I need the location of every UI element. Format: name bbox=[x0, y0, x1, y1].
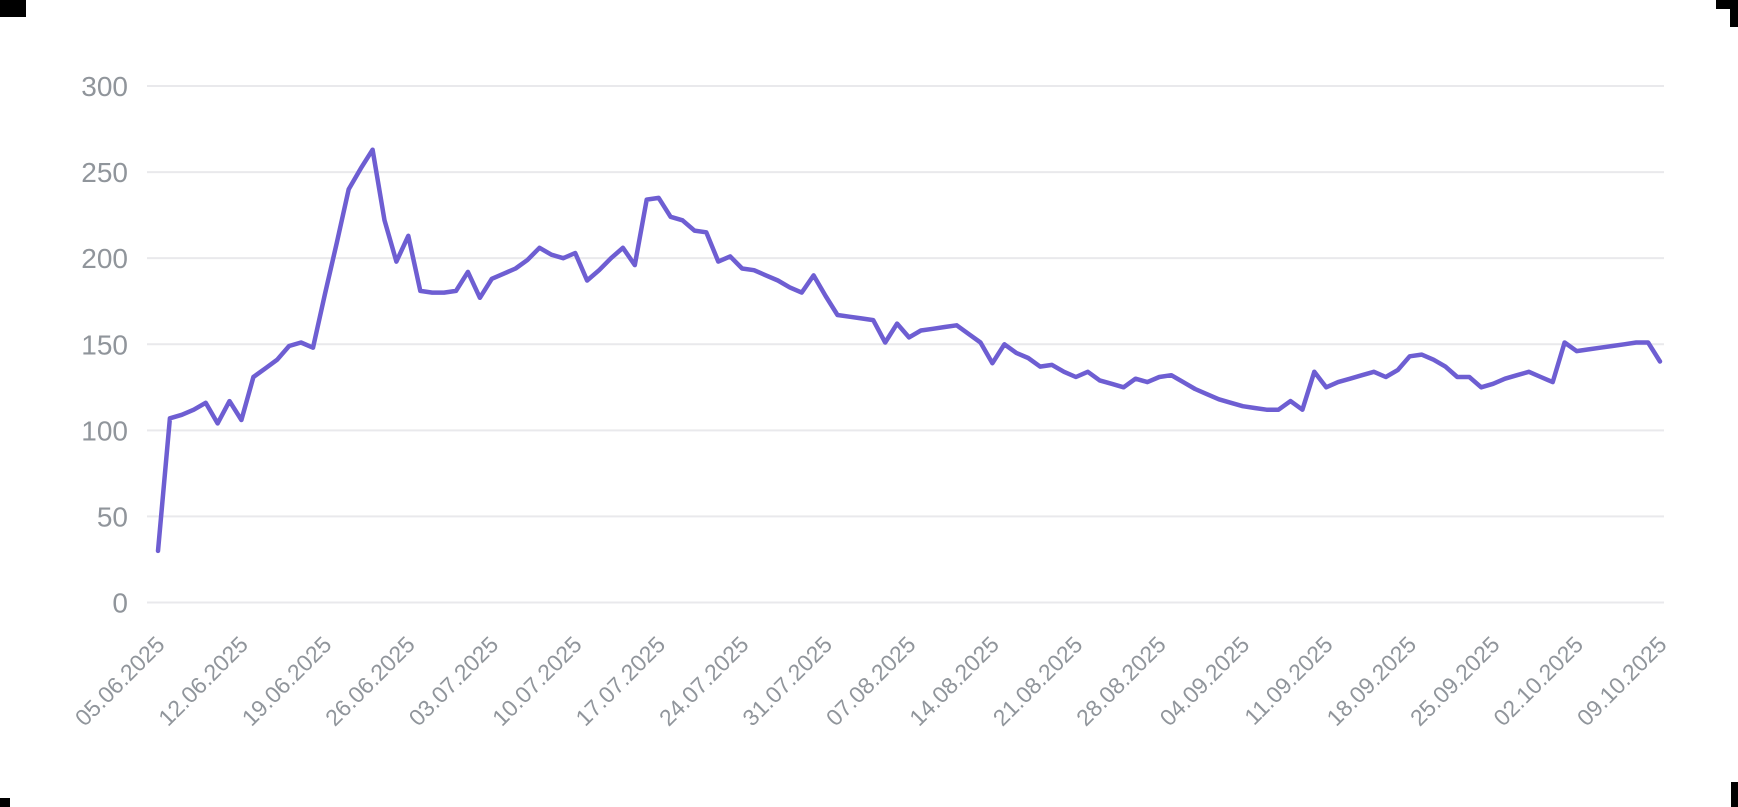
x-tick-label: 28.08.2025 bbox=[1071, 631, 1171, 731]
page-corner-mark-top-right-2 bbox=[1730, 0, 1738, 27]
x-tick-label: 04.09.2025 bbox=[1155, 631, 1255, 731]
y-tick-label: 0 bbox=[112, 588, 128, 619]
x-tick-label: 24.07.2025 bbox=[654, 631, 754, 731]
page-corner-mark-top-right bbox=[1716, 0, 1738, 9]
y-tick-label: 200 bbox=[81, 243, 128, 274]
x-tick-label: 03.07.2025 bbox=[404, 631, 504, 731]
page-corner-mark-bottom-right bbox=[1731, 782, 1738, 807]
x-tick-label: 09.10.2025 bbox=[1572, 631, 1672, 731]
y-tick-label: 300 bbox=[81, 71, 128, 102]
x-tick-label: 17.07.2025 bbox=[570, 631, 670, 731]
x-tick-label: 02.10.2025 bbox=[1488, 631, 1588, 731]
x-tick-label: 07.08.2025 bbox=[821, 631, 921, 731]
x-tick-label: 14.08.2025 bbox=[904, 631, 1004, 731]
page-corner-mark-top-left bbox=[0, 0, 26, 17]
x-tick-label: 10.07.2025 bbox=[487, 631, 587, 731]
y-tick-label: 250 bbox=[81, 157, 128, 188]
x-tick-label: 26.06.2025 bbox=[320, 631, 420, 731]
x-tick-label: 12.06.2025 bbox=[153, 631, 253, 731]
y-tick-label: 50 bbox=[97, 501, 128, 532]
x-tick-label: 21.08.2025 bbox=[988, 631, 1088, 731]
y-tick-label: 100 bbox=[81, 415, 128, 446]
x-tick-label: 05.06.2025 bbox=[70, 631, 170, 731]
x-tick-label: 18.09.2025 bbox=[1321, 631, 1421, 731]
page-corner-mark-bottom-left bbox=[0, 798, 10, 807]
y-tick-label: 150 bbox=[81, 329, 128, 360]
x-tick-label: 31.07.2025 bbox=[737, 631, 837, 731]
x-tick-label: 25.09.2025 bbox=[1405, 631, 1505, 731]
data-series-line[interactable] bbox=[155, 147, 1663, 554]
x-tick-label: 19.06.2025 bbox=[237, 631, 337, 731]
